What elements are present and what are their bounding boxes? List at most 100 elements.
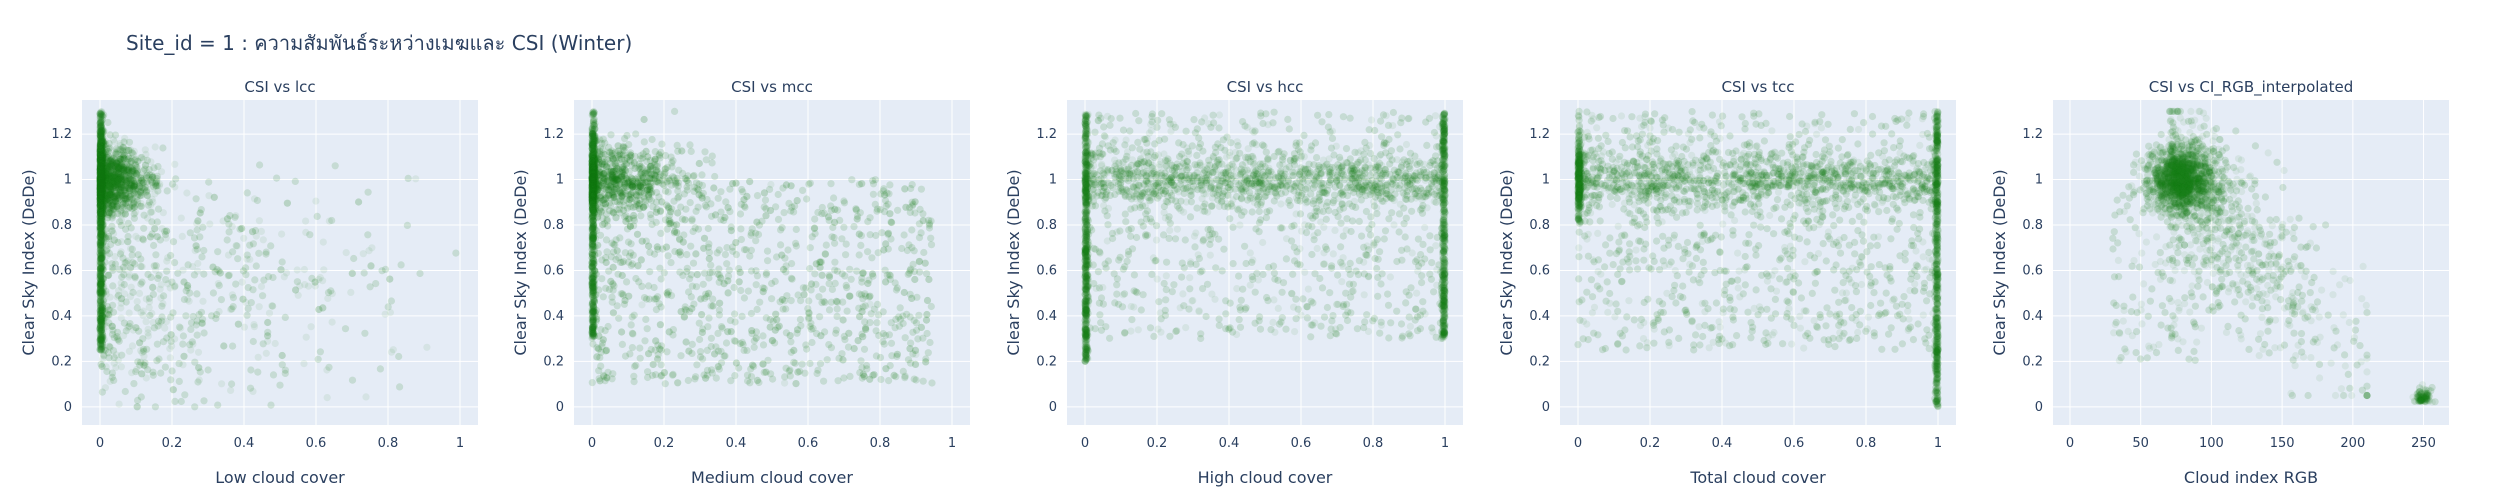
data-point <box>196 233 203 240</box>
data-point <box>140 362 147 369</box>
data-point <box>136 339 143 346</box>
data-point <box>154 275 161 282</box>
data-point <box>218 296 225 303</box>
data-point <box>130 183 137 190</box>
data-point <box>131 210 138 217</box>
data-point <box>97 305 104 312</box>
data-point <box>324 394 331 401</box>
data-point <box>329 319 336 326</box>
data-point <box>305 283 312 290</box>
data-point <box>343 249 350 256</box>
data-point <box>179 341 186 348</box>
data-point <box>97 322 104 329</box>
data-point <box>248 299 255 306</box>
data-point <box>158 303 165 310</box>
data-point <box>97 337 104 344</box>
data-point <box>154 218 161 225</box>
data-point <box>227 387 234 394</box>
data-point <box>138 370 145 377</box>
data-point <box>232 281 239 288</box>
data-point <box>144 329 151 336</box>
data-point <box>180 332 187 339</box>
data-point <box>416 270 423 277</box>
data-point <box>106 343 113 350</box>
data-point <box>377 365 384 372</box>
data-point <box>263 350 270 357</box>
data-point <box>127 264 134 271</box>
data-point <box>247 366 254 373</box>
data-point <box>171 161 178 168</box>
data-point <box>292 178 299 185</box>
data-point <box>118 352 125 359</box>
data-point <box>127 176 134 183</box>
data-point <box>120 271 127 278</box>
data-point <box>347 289 354 296</box>
data-point <box>364 231 371 238</box>
data-point <box>184 282 191 289</box>
data-point <box>265 273 272 280</box>
data-point <box>224 236 231 243</box>
data-point <box>99 389 106 396</box>
data-point <box>180 353 187 360</box>
data-point <box>133 170 140 177</box>
data-point <box>152 251 159 258</box>
data-point <box>199 298 206 305</box>
data-point <box>112 149 119 156</box>
data-point <box>134 304 141 311</box>
data-point <box>244 312 251 319</box>
data-point <box>405 175 412 182</box>
data-point <box>301 266 308 273</box>
data-point <box>242 271 249 278</box>
data-point <box>277 266 284 273</box>
data-point <box>264 319 271 326</box>
data-point <box>368 244 375 251</box>
data-point <box>362 393 369 400</box>
data-point <box>118 295 125 302</box>
data-point <box>151 225 158 232</box>
data-point <box>104 163 111 170</box>
data-point <box>146 312 153 319</box>
data-point <box>97 287 104 294</box>
data-point <box>256 303 263 310</box>
data-point <box>97 212 104 219</box>
data-point <box>332 162 339 169</box>
data-point <box>99 363 106 370</box>
data-point <box>216 282 223 289</box>
data-point <box>270 371 277 378</box>
data-point <box>170 238 177 245</box>
data-point <box>267 402 274 409</box>
data-point <box>210 289 217 296</box>
data-point <box>233 242 240 249</box>
data-point <box>209 264 216 271</box>
data-point <box>129 342 136 349</box>
data-point <box>167 314 174 321</box>
data-point <box>253 262 260 269</box>
data-point <box>150 291 157 298</box>
data-point <box>152 143 159 150</box>
data-point <box>163 268 170 275</box>
data-point <box>143 318 150 325</box>
data-point <box>126 323 133 330</box>
data-point <box>140 179 147 186</box>
data-point <box>176 360 183 367</box>
data-point <box>218 380 225 387</box>
data-point <box>183 189 190 196</box>
data-point <box>158 318 165 325</box>
data-point <box>194 217 201 224</box>
data-point <box>118 162 125 169</box>
data-point <box>118 363 125 370</box>
data-point <box>124 238 131 245</box>
data-point <box>110 193 117 200</box>
data-point <box>412 175 419 182</box>
data-point <box>254 197 261 204</box>
data-point <box>260 340 267 347</box>
data-point <box>199 224 206 231</box>
figure-title: Site_id = 1 : ความสัมพันธ์ระหว่างเมฆและ … <box>126 31 632 55</box>
data-point <box>260 236 267 243</box>
data-point <box>150 372 157 379</box>
data-point <box>178 215 185 222</box>
data-point <box>189 338 196 345</box>
data-point <box>122 210 129 217</box>
